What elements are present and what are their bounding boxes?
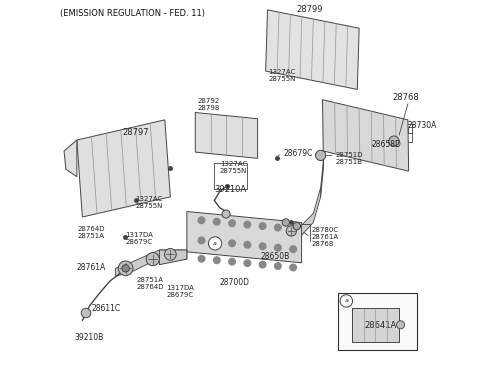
Circle shape <box>198 237 205 244</box>
Bar <box>338 293 417 350</box>
Circle shape <box>214 257 220 263</box>
Text: 28658D: 28658D <box>371 140 401 149</box>
Polygon shape <box>195 113 258 158</box>
Circle shape <box>315 150 326 160</box>
Circle shape <box>208 237 222 250</box>
Polygon shape <box>64 140 77 177</box>
Text: 28761A: 28761A <box>77 263 106 272</box>
Circle shape <box>290 246 297 252</box>
Circle shape <box>259 261 266 268</box>
Polygon shape <box>115 263 130 276</box>
Polygon shape <box>265 10 359 89</box>
Circle shape <box>244 241 251 248</box>
Polygon shape <box>130 250 187 273</box>
Circle shape <box>244 221 251 228</box>
Polygon shape <box>323 100 408 171</box>
Text: 1317DA
28679C: 1317DA 28679C <box>126 232 154 245</box>
Circle shape <box>229 220 235 226</box>
Circle shape <box>229 258 235 265</box>
Polygon shape <box>187 212 301 263</box>
Circle shape <box>259 243 266 250</box>
Circle shape <box>198 217 205 223</box>
Text: 1327AC
28755N: 1327AC 28755N <box>135 196 163 209</box>
Circle shape <box>118 261 133 276</box>
Circle shape <box>146 252 159 266</box>
Text: 1327AC
28755N: 1327AC 28755N <box>220 161 247 174</box>
Circle shape <box>290 226 297 232</box>
Circle shape <box>259 223 266 229</box>
Text: 28679C: 28679C <box>283 149 312 159</box>
Circle shape <box>286 226 297 236</box>
Circle shape <box>198 255 205 262</box>
Text: a: a <box>344 298 348 304</box>
Text: a: a <box>213 241 217 246</box>
Circle shape <box>396 321 405 329</box>
Text: 28764D
28751A: 28764D 28751A <box>78 226 106 239</box>
Circle shape <box>81 308 91 318</box>
Circle shape <box>275 263 281 269</box>
Circle shape <box>275 224 281 231</box>
Text: 28792
28798: 28792 28798 <box>198 98 220 110</box>
Text: 1327AC
28755N: 1327AC 28755N <box>269 69 296 82</box>
Text: 28611C: 28611C <box>92 304 120 313</box>
Text: 28730A: 28730A <box>408 121 437 130</box>
Circle shape <box>222 210 230 218</box>
Text: (EMISSION REGULATION - FED. 11): (EMISSION REGULATION - FED. 11) <box>60 9 204 18</box>
Text: 28797: 28797 <box>123 128 149 137</box>
Circle shape <box>229 240 235 247</box>
Text: 28780C
28761A
28768: 28780C 28761A 28768 <box>312 227 338 247</box>
Circle shape <box>214 218 220 225</box>
Text: 28751D
28751B: 28751D 28751B <box>336 152 363 165</box>
Circle shape <box>165 248 176 260</box>
Polygon shape <box>159 250 187 265</box>
Circle shape <box>293 223 300 230</box>
Text: 28768: 28768 <box>393 93 419 102</box>
Text: 28799: 28799 <box>297 6 324 14</box>
Polygon shape <box>301 188 321 235</box>
Text: 28751A
28764D: 28751A 28764D <box>137 277 164 290</box>
Text: 28650B: 28650B <box>260 252 289 261</box>
Circle shape <box>290 264 297 271</box>
Circle shape <box>214 238 220 245</box>
Circle shape <box>282 219 289 226</box>
Text: 28700D: 28700D <box>220 278 250 287</box>
Text: 28641A: 28641A <box>365 321 397 330</box>
Circle shape <box>244 260 251 266</box>
Circle shape <box>340 295 352 307</box>
Circle shape <box>389 136 399 146</box>
Circle shape <box>122 265 129 272</box>
Polygon shape <box>321 151 324 197</box>
Polygon shape <box>352 308 399 342</box>
Polygon shape <box>77 120 170 217</box>
Text: 39210B: 39210B <box>74 333 104 342</box>
Text: 1317DA
28679C: 1317DA 28679C <box>167 284 194 298</box>
Circle shape <box>275 244 281 251</box>
Bar <box>214 163 247 189</box>
Text: 39210A: 39210A <box>215 185 246 194</box>
